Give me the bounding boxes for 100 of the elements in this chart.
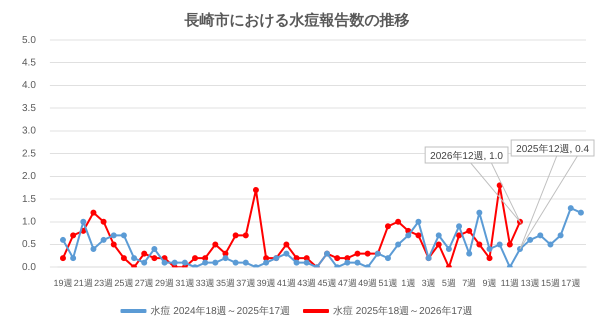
point	[436, 241, 442, 248]
x-tick-label: 1週	[401, 278, 416, 288]
point	[70, 232, 76, 238]
x-tick-label: 11週	[500, 278, 520, 288]
point	[151, 255, 158, 262]
x-tick-label: 47週	[338, 278, 357, 288]
point	[141, 250, 148, 257]
point	[162, 260, 168, 266]
x-tick-label: 41週	[276, 278, 296, 288]
point	[354, 250, 360, 257]
point	[476, 210, 482, 216]
point	[558, 232, 564, 238]
x-tick-label: 23週	[94, 278, 114, 288]
point	[120, 255, 127, 262]
y-tick-label: 2.5	[22, 148, 36, 160]
point	[547, 241, 554, 248]
point	[232, 232, 239, 238]
point	[395, 241, 402, 248]
point	[60, 255, 66, 262]
x-tick-label: 35週	[216, 278, 235, 288]
point	[364, 250, 371, 257]
point	[80, 218, 86, 225]
x-tick-label: 9週	[482, 278, 497, 288]
point	[252, 186, 259, 193]
point	[141, 260, 148, 266]
point	[131, 255, 138, 262]
y-tick-label: 0.0	[22, 262, 36, 273]
x-tick-label: 13週	[520, 278, 540, 288]
point	[182, 260, 188, 266]
y-tick-label: 3.5	[22, 102, 36, 114]
point	[90, 210, 96, 216]
x-tick-label: 45週	[318, 278, 337, 288]
point	[283, 250, 290, 257]
point	[456, 223, 462, 230]
point	[354, 260, 360, 266]
x-tick-label: 39週	[256, 278, 276, 288]
chart-title: 長崎市における水痘報告数の推移	[184, 11, 410, 30]
point	[263, 260, 270, 266]
point	[283, 241, 290, 248]
point	[384, 255, 391, 262]
point	[100, 218, 107, 225]
point	[100, 236, 107, 243]
y-tick-label: 0.5	[22, 239, 36, 250]
point	[415, 232, 422, 238]
x-tick-label: 27週	[134, 278, 154, 288]
point	[415, 218, 422, 225]
point	[486, 255, 493, 262]
point	[110, 232, 117, 238]
point	[486, 246, 493, 252]
y-tick-label: 1.0	[22, 216, 36, 228]
point	[466, 228, 472, 234]
x-tick-label: 33週	[196, 278, 215, 288]
point	[506, 241, 513, 248]
point	[395, 218, 402, 225]
point	[476, 241, 482, 248]
point	[110, 241, 117, 248]
x-tick-label: 19週	[53, 278, 72, 288]
x-tick-label: 49週	[358, 278, 378, 288]
point	[222, 255, 228, 262]
point	[578, 210, 584, 216]
point	[527, 236, 534, 243]
legend-label: 水痘 2025年18週～2026年17週	[333, 304, 473, 317]
point	[172, 260, 178, 266]
y-tick-label: 2.0	[22, 171, 36, 182]
point	[202, 260, 208, 266]
annotation: 2025年12週, 0.4	[516, 142, 590, 155]
x-tick-label: 3週	[422, 278, 436, 288]
point	[446, 246, 452, 252]
point	[90, 246, 96, 252]
x-tick-label: 15週	[540, 278, 560, 288]
x-tick-label: 43週	[297, 278, 316, 288]
point	[242, 232, 249, 238]
x-tick-label: 5週	[442, 278, 456, 288]
point	[456, 232, 462, 238]
point	[436, 232, 442, 238]
x-tick-label: 37週	[236, 278, 256, 288]
y-tick-label: 5.0	[22, 34, 36, 46]
legend-label: 水痘 2024年18週～2025年17週	[150, 304, 290, 317]
y-tick-label: 3.0	[22, 126, 36, 137]
point	[70, 255, 76, 262]
x-tick-label: 17週	[561, 278, 580, 288]
y-tick-label: 1.5	[22, 194, 36, 205]
point	[60, 236, 66, 243]
point	[304, 260, 310, 266]
point	[334, 255, 340, 262]
x-tick-label: 31週	[175, 278, 194, 288]
point	[466, 250, 472, 257]
point	[242, 260, 249, 266]
x-tick-label: 25週	[114, 278, 134, 288]
point	[294, 260, 300, 266]
point	[537, 232, 544, 238]
point	[192, 255, 198, 262]
point	[344, 260, 350, 266]
point	[568, 205, 574, 212]
x-tick-label: 29週	[155, 278, 174, 288]
y-tick-label: 4.0	[22, 80, 36, 92]
x-tick-label: 7週	[462, 278, 476, 288]
point	[212, 260, 218, 266]
point	[212, 241, 218, 248]
point	[496, 182, 503, 188]
